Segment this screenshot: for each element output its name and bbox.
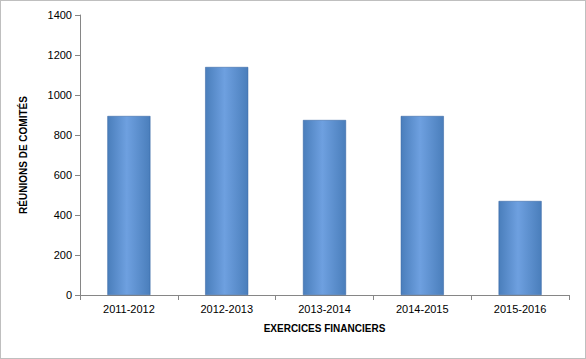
svg-text:200: 200: [54, 249, 72, 261]
svg-text:2012-2013: 2012-2013: [200, 303, 253, 315]
svg-text:EXERCICES FINANCIERS: EXERCICES FINANCIERS: [264, 323, 386, 334]
svg-text:800: 800: [54, 129, 72, 141]
svg-text:2014-2015: 2014-2015: [396, 303, 449, 315]
svg-text:600: 600: [54, 169, 72, 181]
svg-text:1200: 1200: [48, 49, 72, 61]
svg-text:2013-2014: 2013-2014: [298, 303, 351, 315]
svg-text:2015-2016: 2015-2016: [494, 303, 547, 315]
svg-text:1400: 1400: [48, 9, 72, 21]
svg-text:2011-2012: 2011-2012: [103, 303, 155, 315]
svg-text:RÉUNIONS DE COMITÉS: RÉUNIONS DE COMITÉS: [17, 96, 29, 214]
svg-text:400: 400: [54, 209, 72, 221]
svg-text:1000: 1000: [48, 89, 72, 101]
svg-text:0: 0: [66, 289, 72, 301]
